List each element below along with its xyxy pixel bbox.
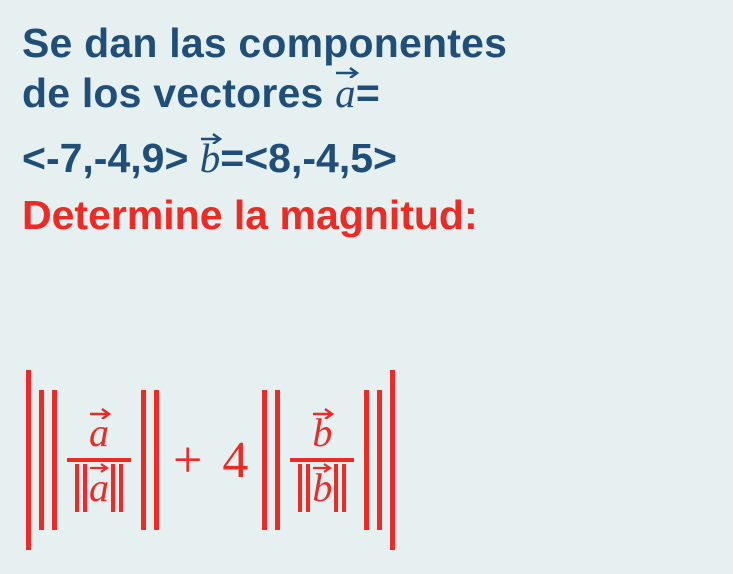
vector-arrow-icon (335, 66, 356, 76)
norm-bar-icon (111, 464, 115, 512)
vector-b-symbol: b (312, 464, 332, 511)
instruction-text: Determine la magnitud: (22, 192, 478, 238)
norm-bar-icon (275, 390, 280, 530)
vector-arrow-icon (89, 462, 109, 472)
norm-bar-icon (141, 390, 146, 530)
vector-arrow-icon (200, 132, 221, 142)
norm-bar-icon (377, 390, 382, 530)
math-slide: Se dan las componentes de los vectores a… (0, 0, 733, 574)
fraction-b: b b (290, 407, 354, 514)
prompt-line-1: Se dan las componentes de los vectores a… (22, 18, 711, 118)
norm-bar-icon (26, 370, 31, 550)
norm-bar-icon (39, 390, 44, 530)
norm-bar-icon (342, 464, 346, 512)
text-segment: Se dan las componentes (22, 20, 507, 66)
plus-operator: + (173, 431, 202, 490)
coefficient: 4 (222, 431, 248, 490)
instruction-line: Determine la magnitud: (22, 192, 711, 239)
norm-bar-icon (154, 390, 159, 530)
norm-bar-icon (83, 464, 87, 512)
norm-bar-icon (262, 390, 267, 530)
norm-bar-icon (298, 464, 302, 512)
norm-bar-icon (52, 390, 57, 530)
fraction-denominator: a (67, 462, 131, 514)
vector-arrow-icon (89, 407, 109, 417)
vector-a-value: <-7,-4,9> (22, 135, 200, 181)
vector-a-symbol: a (89, 409, 109, 456)
vector-a-symbol: a (89, 464, 109, 511)
vector-b-symbol: b (200, 134, 221, 182)
vector-b-symbol: b (312, 409, 332, 456)
fraction-a: a a (67, 407, 131, 514)
fraction-numerator: a (83, 407, 115, 458)
vector-a-symbol: a (335, 68, 356, 118)
vector-arrow-icon (312, 407, 332, 417)
prompt-line-2: <-7,-4,9> b=<8,-4,5> (22, 134, 711, 182)
fraction-numerator: b (306, 407, 338, 458)
norm-bar-icon (390, 370, 395, 550)
fraction-denominator: b (290, 462, 354, 514)
text-segment: de los vectores (22, 70, 335, 116)
norm-bar-icon (75, 464, 79, 512)
norm-bar-icon (119, 464, 123, 512)
norm-bar-icon (364, 390, 369, 530)
norm-bar-icon (334, 464, 338, 512)
vector-arrow-icon (312, 462, 332, 472)
vector-b-value: =<8,-4,5> (220, 135, 397, 181)
norm-bar-icon (306, 464, 310, 512)
formula-expression: a a + 4 b (22, 370, 399, 550)
